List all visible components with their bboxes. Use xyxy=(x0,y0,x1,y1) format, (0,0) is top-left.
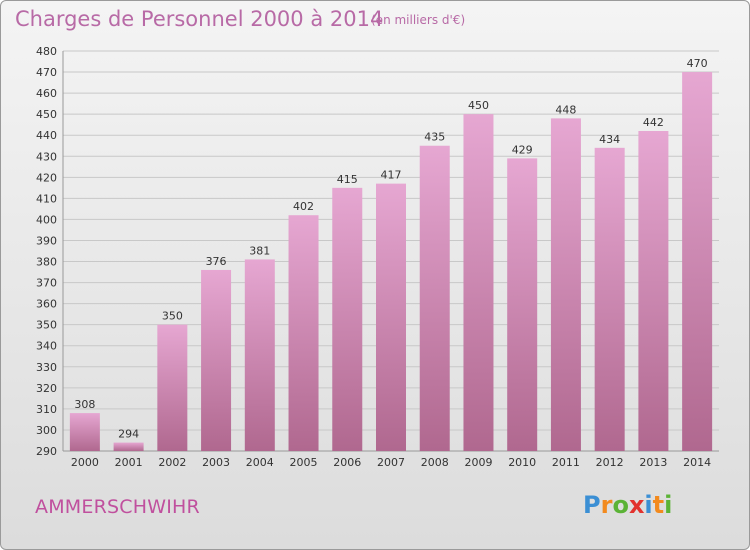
bar-2014 xyxy=(682,72,713,451)
commune-name: AMMERSCHWIHR xyxy=(35,496,200,518)
proxiti-logo: Proxiti xyxy=(583,491,673,519)
bar-value-label: 470 xyxy=(687,57,708,70)
bar-2002 xyxy=(157,324,188,451)
y-tick-label: 430 xyxy=(36,150,57,163)
y-tick-label: 380 xyxy=(36,256,57,269)
y-tick-label: 410 xyxy=(36,192,57,205)
x-tick-label: 2002 xyxy=(158,456,186,469)
bar-2001 xyxy=(113,442,144,451)
bar-value-label: 448 xyxy=(555,103,576,116)
bar-value-label: 376 xyxy=(206,255,227,268)
bars: 308 294 350 376 381 402 415 417 435 450 429 448 434 4… xyxy=(69,57,713,452)
y-axis: 290 300 310 320 330 340 350 360 370 380 390 400 410 4… xyxy=(36,45,719,458)
bar-value-label: 308 xyxy=(74,398,95,411)
bar-value-label: 434 xyxy=(599,133,620,146)
y-tick-label: 290 xyxy=(36,445,57,458)
y-tick-label: 370 xyxy=(36,277,57,290)
bar-value-label: 350 xyxy=(162,310,183,323)
y-tick-label: 400 xyxy=(36,213,57,226)
y-tick-label: 320 xyxy=(36,382,57,395)
y-tick-label: 470 xyxy=(36,66,57,79)
x-tick-label: 2001 xyxy=(115,456,143,469)
bar-value-label: 402 xyxy=(293,200,314,213)
x-tick-label: 2014 xyxy=(683,456,711,469)
bar-2013 xyxy=(638,131,669,451)
y-tick-label: 360 xyxy=(36,298,57,311)
bar-value-label: 450 xyxy=(468,99,489,112)
bar-value-label: 381 xyxy=(249,244,270,257)
x-tick-label: 2006 xyxy=(333,456,361,469)
bar-value-label: 417 xyxy=(381,169,402,182)
x-tick-label: 2012 xyxy=(596,456,624,469)
y-tick-label: 350 xyxy=(36,319,57,332)
bar-2012 xyxy=(594,147,625,451)
bar-2005 xyxy=(288,215,319,451)
bar-2006 xyxy=(332,187,363,451)
x-tick-label: 2000 xyxy=(71,456,99,469)
bar-2008 xyxy=(419,145,450,451)
bar-value-label: 435 xyxy=(424,131,445,144)
bar-2004 xyxy=(244,259,275,451)
y-tick-label: 390 xyxy=(36,234,57,247)
x-tick-label: 2003 xyxy=(202,456,230,469)
x-tick-label: 2004 xyxy=(246,456,274,469)
bar-value-label: 415 xyxy=(337,173,358,186)
bar-2009 xyxy=(463,114,494,451)
y-tick-label: 300 xyxy=(36,424,57,437)
x-tick-label: 2010 xyxy=(508,456,536,469)
bar-2003 xyxy=(201,269,232,451)
x-tick-label: 2013 xyxy=(639,456,667,469)
y-tick-label: 420 xyxy=(36,171,57,184)
bar-value-label: 294 xyxy=(118,428,139,441)
x-tick-label: 2007 xyxy=(377,456,405,469)
x-tick-label: 2009 xyxy=(464,456,492,469)
bar-2007 xyxy=(376,183,406,451)
x-tick-label: 2008 xyxy=(421,456,449,469)
bar-value-label: 429 xyxy=(512,143,533,156)
y-tick-label: 440 xyxy=(36,129,57,142)
page-title: Charges de Personnel 2000 à 2014 xyxy=(15,7,384,31)
y-tick-label: 340 xyxy=(36,340,57,353)
y-tick-label: 330 xyxy=(36,361,57,374)
x-tick-label: 2005 xyxy=(290,456,318,469)
y-tick-label: 310 xyxy=(36,403,57,416)
x-axis: 2000 2001 2002 2003 2004 2005 2006 2007 2008 2009… xyxy=(71,456,711,469)
bar-2000 xyxy=(69,413,100,451)
y-tick-label: 480 xyxy=(36,45,57,58)
bar-2011 xyxy=(550,118,581,452)
bar-2010 xyxy=(507,158,538,452)
bar-value-label: 442 xyxy=(643,116,664,129)
y-tick-label: 450 xyxy=(36,108,57,121)
x-tick-label: 2011 xyxy=(552,456,580,469)
chart-unit-label: (en milliers d'€) xyxy=(371,13,466,27)
y-tick-label: 460 xyxy=(36,87,57,100)
